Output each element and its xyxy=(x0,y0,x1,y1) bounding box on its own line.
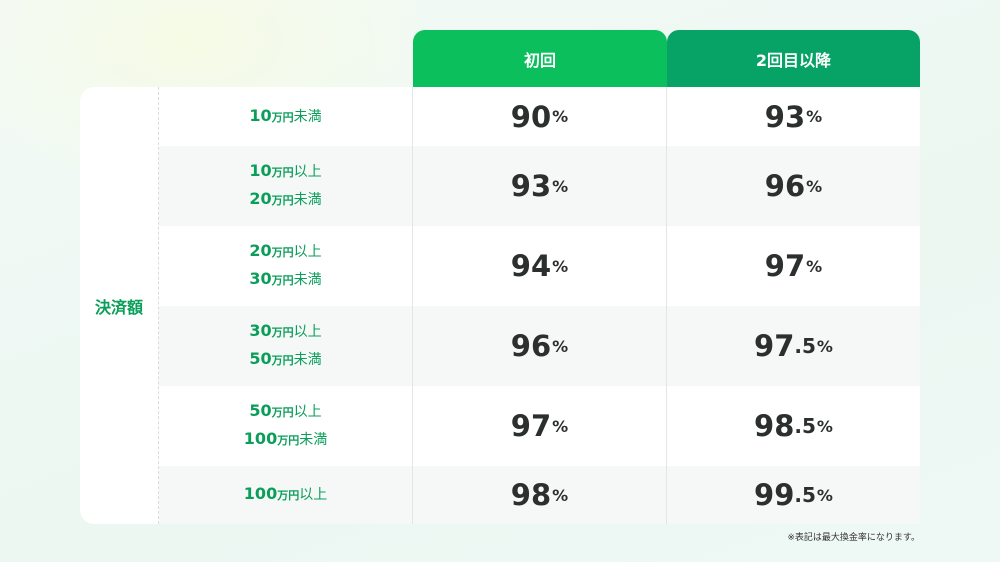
percent-sign: % xyxy=(816,336,833,356)
range-suffix: 未満 xyxy=(293,192,322,208)
rate-value: 96 xyxy=(764,169,806,203)
percent-sign: % xyxy=(552,107,569,126)
rate-repeat: 99.5% xyxy=(667,466,920,524)
range-suffix: 未満 xyxy=(293,272,322,288)
rate-value: 98 xyxy=(510,478,552,512)
percent-sign: % xyxy=(806,176,823,196)
amount-range: 50万円以上 100万円未満 xyxy=(159,386,413,466)
table-row: 20万円以上 30万円未満 94% 97% xyxy=(159,226,920,306)
range-suffix: 未満 xyxy=(293,108,322,125)
header-first-time: 初回 xyxy=(413,30,667,87)
rate-first: 93% xyxy=(413,146,667,226)
range-amount: 100 xyxy=(243,484,278,503)
range-unit: 万円 xyxy=(271,246,294,259)
rate-value: 93 xyxy=(764,99,806,134)
range-suffix: 以上 xyxy=(299,487,328,503)
range-amount: 30 xyxy=(249,321,272,340)
range-amount: 100 xyxy=(243,429,278,448)
range-line: 100万円未満 xyxy=(244,426,327,454)
amount-range: 30万円以上 50万円未満 xyxy=(159,306,413,386)
range-amount: 10 xyxy=(249,105,272,125)
rate-first: 90% xyxy=(413,87,667,146)
range-line: 30万円未満 xyxy=(249,266,321,294)
range-unit: 万円 xyxy=(271,326,294,339)
rate-repeat: 98.5% xyxy=(667,386,920,466)
rate-repeat: 97.5% xyxy=(667,306,920,386)
range-amount: 10 xyxy=(249,161,272,180)
rate-value: 97 xyxy=(764,249,806,283)
range-suffix: 以上 xyxy=(293,244,322,260)
range-line: 30万円以上 xyxy=(249,318,321,346)
rate-repeat: 93% xyxy=(667,87,920,146)
rate-value: 93 xyxy=(510,169,552,203)
rate-value: 98 xyxy=(754,409,795,443)
range-amount: 20 xyxy=(249,241,272,260)
rate-value: 97 xyxy=(510,409,552,443)
table-row: 50万円以上 100万円未満 97% 98.5% xyxy=(159,386,920,466)
percent-sign: % xyxy=(552,176,569,196)
range-suffix: 以上 xyxy=(293,404,322,420)
header-second-onward-label: 2回目以降 xyxy=(755,50,832,70)
range-unit: 万円 xyxy=(277,489,300,502)
range-suffix: 以上 xyxy=(293,164,322,180)
range-line: 20万円未満 xyxy=(249,186,321,214)
rate-value: 97 xyxy=(754,329,795,363)
range-unit: 万円 xyxy=(271,274,294,287)
percent-sign: % xyxy=(552,416,569,436)
range-line: 20万円以上 xyxy=(249,238,321,266)
rate-table: 決済額 10万円未満 90% 93% 10万円以上 20万円未満 93% 96% 20万円以上… xyxy=(80,87,920,524)
range-amount: 20 xyxy=(249,189,272,208)
footnote: ※表記は最大換金率になります。 xyxy=(787,533,920,543)
range-amount: 30 xyxy=(249,269,272,288)
category-label: 決済額 xyxy=(80,87,159,524)
range-line: 100万円以上 xyxy=(244,481,327,509)
rate-value: 96 xyxy=(510,329,552,363)
rate-first: 94% xyxy=(413,226,667,306)
rate-decimal: .5 xyxy=(794,414,816,438)
rate-value: 90 xyxy=(510,99,552,134)
range-unit: 万円 xyxy=(271,406,294,419)
amount-range: 100万円以上 xyxy=(159,466,413,524)
range-line: 50万円未満 xyxy=(249,346,321,374)
amount-range: 20万円以上 30万円未満 xyxy=(159,226,413,306)
percent-sign: % xyxy=(806,256,823,276)
percent-sign: % xyxy=(816,485,833,505)
percent-sign: % xyxy=(552,256,569,276)
amount-range: 10万円以上 20万円未満 xyxy=(159,146,413,226)
percent-sign: % xyxy=(806,107,823,126)
range-suffix: 未満 xyxy=(293,352,322,368)
rate-decimal: .5 xyxy=(794,483,816,507)
range-line: 10万円以上 xyxy=(249,158,321,186)
range-unit: 万円 xyxy=(271,354,294,367)
table-row: 100万円以上 98% 99.5% xyxy=(159,466,920,524)
rate-repeat: 96% xyxy=(667,146,920,226)
rate-first: 98% xyxy=(413,466,667,524)
range-unit: 万円 xyxy=(271,166,294,179)
amount-range: 10万円未満 xyxy=(159,87,413,146)
percent-sign: % xyxy=(816,416,833,436)
header-first-time-label: 初回 xyxy=(523,50,556,70)
rate-decimal: .5 xyxy=(794,334,816,358)
range-line: 10万円未満 xyxy=(249,103,321,131)
table-row: 30万円以上 50万円未満 96% 97.5% xyxy=(159,306,920,386)
rate-repeat: 97% xyxy=(667,226,920,306)
table-row: 10万円未満 90% 93% xyxy=(159,87,920,146)
rate-first: 96% xyxy=(413,306,667,386)
range-unit: 万円 xyxy=(277,434,300,447)
range-suffix: 以上 xyxy=(293,324,322,340)
range-unit: 万円 xyxy=(271,194,294,207)
header-second-onward: 2回目以降 xyxy=(667,30,920,87)
table-row: 10万円以上 20万円未満 93% 96% xyxy=(159,146,920,226)
range-suffix: 未満 xyxy=(299,432,328,448)
rate-value: 94 xyxy=(510,249,552,283)
range-line: 50万円以上 xyxy=(249,398,321,426)
range-unit: 万円 xyxy=(271,110,294,124)
rate-value: 99 xyxy=(754,478,795,512)
rate-first: 97% xyxy=(413,386,667,466)
percent-sign: % xyxy=(552,336,569,356)
range-amount: 50 xyxy=(249,349,272,368)
range-amount: 50 xyxy=(249,401,272,420)
percent-sign: % xyxy=(552,485,569,505)
